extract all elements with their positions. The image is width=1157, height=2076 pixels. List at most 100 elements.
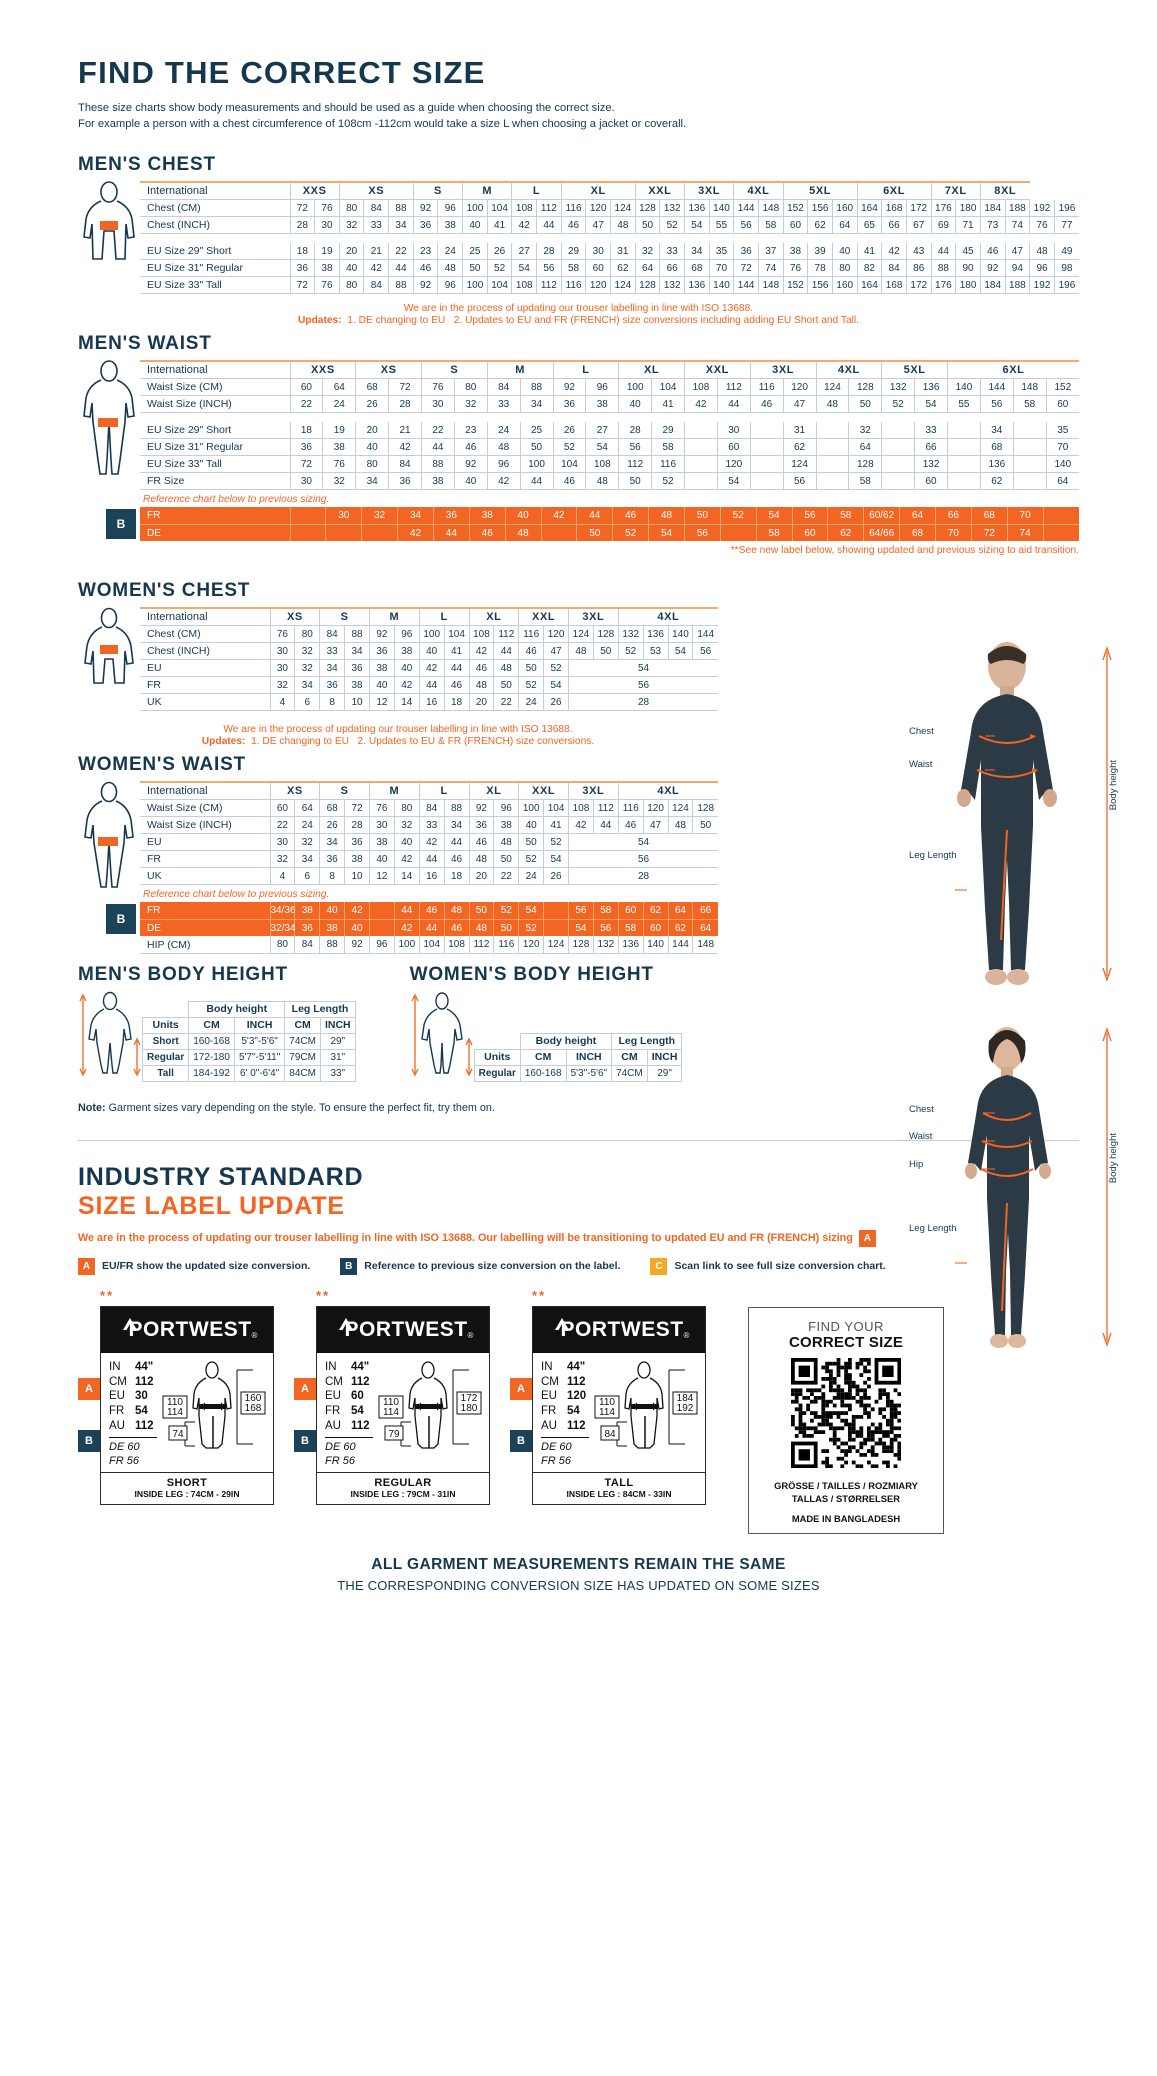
cell: 4 xyxy=(269,867,295,886)
cell: 64 xyxy=(294,799,320,818)
cell: 12 xyxy=(369,867,395,886)
cell: 172 xyxy=(905,199,932,218)
cell: 124 xyxy=(815,378,849,397)
cell: XL xyxy=(560,181,636,201)
cell: 192 xyxy=(1029,276,1055,295)
cell: 46 xyxy=(468,833,494,852)
cell: 38 xyxy=(294,902,320,920)
cell: 70 xyxy=(708,259,734,278)
cell: 98 xyxy=(1053,259,1079,278)
cell: 80 xyxy=(338,276,364,295)
mens-bh-tbody: Body height Leg Length Units CM INCH CM INCH Sh… xyxy=(141,1000,356,1082)
cell: L xyxy=(511,181,562,201)
cell: 5'3"-5'6" xyxy=(565,1064,613,1082)
label-body: IN 44" CM 112 EU 60 FR 54 AU 112 DE 60 FR 56 110 114… xyxy=(317,1353,489,1472)
waist-highlight xyxy=(98,837,118,847)
label-figure: 110 114 172 180 79 xyxy=(373,1360,483,1468)
size-code-value: 120 xyxy=(567,1390,587,1403)
cell: 104 xyxy=(418,936,445,954)
cell: 164 xyxy=(856,199,882,218)
svg-text:114: 114 xyxy=(167,1407,183,1418)
cell: 42 xyxy=(397,524,434,542)
cell: 140 xyxy=(947,378,981,397)
cell: 44 xyxy=(418,919,445,937)
cell: S xyxy=(319,607,370,627)
cell: 38 xyxy=(393,642,420,661)
row-label: EU Size 31" Regular xyxy=(140,438,290,457)
cell: 92 xyxy=(412,276,438,295)
cell: 66 xyxy=(659,259,685,278)
cell: 60 xyxy=(914,472,948,491)
mens-waist-after-note: **See new label below, showing updated a… xyxy=(730,545,1079,557)
cell: 120 xyxy=(782,378,816,397)
cell: 42 xyxy=(418,833,445,852)
cell: 42 xyxy=(881,242,907,261)
cell: 32 xyxy=(393,816,420,835)
industry-intro: We are in the process of updating our tr… xyxy=(78,1229,1079,1247)
cell: 50 xyxy=(493,850,519,869)
cell: 40 xyxy=(504,507,542,525)
cell: 18 xyxy=(289,421,323,440)
row-label: Waist Size (CM) xyxy=(140,799,270,818)
cell xyxy=(684,455,718,474)
cell: 36 xyxy=(552,395,586,414)
group-header: Leg Length xyxy=(611,1032,683,1050)
cell: 140 xyxy=(642,936,668,954)
cell: 42 xyxy=(486,472,521,491)
cell: 104 xyxy=(443,625,469,644)
cell xyxy=(947,472,981,491)
cell: 56 xyxy=(618,438,652,457)
cell: 28 xyxy=(568,693,718,712)
cell: 128 xyxy=(848,378,882,397)
cell: 68 xyxy=(319,799,345,818)
cell: 92 xyxy=(453,455,488,474)
cell: 104 xyxy=(486,276,512,295)
cell xyxy=(474,1033,520,1049)
cell: 69 xyxy=(930,216,956,235)
cell: XXL xyxy=(634,181,685,201)
table-row: Waist Size (CM) 60 64 68 72 76 80 84 88 92 96 100 10… xyxy=(140,378,1079,397)
mens-body-height-block: MEN'S BODY HEIGHT xyxy=(78,964,356,1082)
cell xyxy=(815,455,849,474)
cell: 56 xyxy=(568,850,718,869)
cell: 36 xyxy=(432,507,470,525)
intro-line-1: These size charts show body measurements… xyxy=(78,102,615,114)
row-label: EU Size 29" Short xyxy=(140,242,290,261)
womens-chest-table: International XS S M L XL XXL 3XL 4XL Chest (CM) 7… xyxy=(140,607,718,712)
cell: 144 xyxy=(733,199,759,218)
size-code-row: AU 112 xyxy=(325,1419,373,1434)
cell: 140 xyxy=(708,276,734,295)
cell: 50 xyxy=(576,524,613,542)
table-row: HIP (CM) 80 84 88 92 96 100 104 108 112 116 120 124 1… xyxy=(140,936,718,954)
cell: 30 xyxy=(269,659,295,678)
cell: 60 xyxy=(1045,395,1079,414)
tag-b-icon: B xyxy=(510,1429,532,1452)
cell: 148 xyxy=(757,276,784,295)
cell: 152 xyxy=(782,199,808,218)
cell: 88 xyxy=(519,378,553,397)
cell: 40 xyxy=(369,850,395,869)
cell: 34 xyxy=(684,242,710,261)
cell: 47 xyxy=(585,216,611,235)
cell: 7XL xyxy=(930,181,981,201)
cell: 27 xyxy=(511,242,537,261)
cell: 40 xyxy=(393,833,420,852)
intro-text: These size charts show body measurements… xyxy=(78,100,1079,132)
cell: 64 xyxy=(667,902,693,920)
cell: 132 xyxy=(592,936,619,954)
cell xyxy=(325,524,362,542)
cell: 36 xyxy=(468,816,494,835)
qr-code-icon[interactable] xyxy=(790,1357,902,1469)
cell: 144 xyxy=(733,276,759,295)
cell: 72 xyxy=(733,259,759,278)
size-code-key: IN xyxy=(109,1360,121,1373)
cell: 32 xyxy=(294,642,320,661)
size-code-value: 54 xyxy=(567,1405,580,1418)
cell: 74CM xyxy=(284,1032,321,1050)
cell: 58 xyxy=(560,259,586,278)
cell: 47 xyxy=(642,816,668,835)
cell: 176 xyxy=(930,276,956,295)
cell: 100 xyxy=(519,455,553,474)
row-label: Chest (CM) xyxy=(140,625,270,644)
